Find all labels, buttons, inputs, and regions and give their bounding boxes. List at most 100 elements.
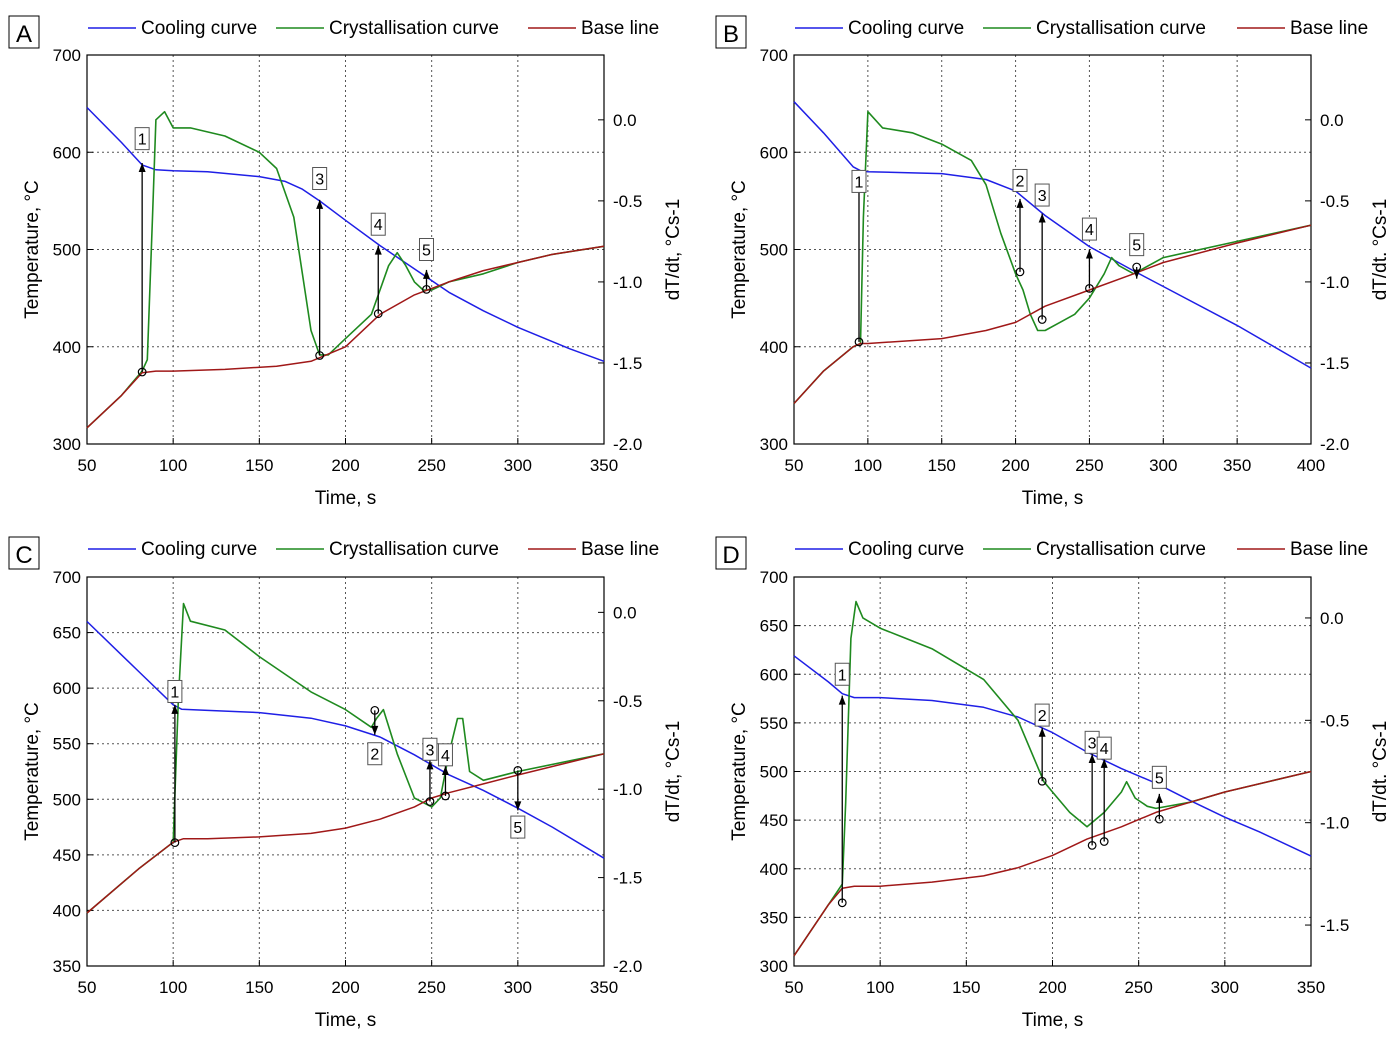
marker-label: 5: [1155, 770, 1164, 787]
marker-arrow-head: [441, 765, 449, 775]
grid: [87, 577, 604, 966]
legend-label-cryst: Crystallisation curve: [329, 539, 499, 560]
marker-point: [1099, 837, 1109, 846]
legend-label-cryst: Crystallisation curve: [1036, 18, 1206, 39]
y-tick-label: 300: [760, 957, 788, 976]
y2-axis-title: dT/dt, °Cs-1: [1370, 199, 1386, 301]
marker-label: 4: [1100, 741, 1109, 758]
y2-tick-label: -0.5: [1320, 711, 1349, 730]
marker-point: [1132, 262, 1142, 272]
marker-point: [1154, 814, 1164, 824]
marker-arrow-head: [1038, 727, 1046, 737]
x-tick-label: 100: [159, 456, 187, 475]
marker-label-box: [510, 815, 526, 839]
grid: [794, 55, 1311, 444]
panel-label: A: [16, 21, 32, 48]
chart-svg-d: 50 100 150 200 250 300 350 300 350 400 450 500 550 60…: [715, 536, 1386, 1031]
legend-label-base: Base line: [1290, 18, 1368, 39]
marker-label: 3: [425, 742, 434, 759]
y-tick-label: 350: [760, 908, 788, 927]
marker-label: 2: [1038, 708, 1047, 725]
y2-tick-label: -0.5: [613, 192, 642, 211]
y2-tick-label: -1.5: [1320, 354, 1349, 373]
y2-tick-label: -1.0: [1320, 273, 1349, 292]
axes: 50 100 150 200 250 300 350 300 350 400 450 500 550 60…: [760, 568, 1350, 997]
x-tick-label: 50: [785, 978, 804, 997]
y-tick-label: 600: [53, 679, 81, 698]
y-tick-label: 300: [53, 435, 81, 454]
y-tick-label: 400: [53, 901, 81, 920]
marker-point: [1015, 267, 1025, 277]
x-tick-label: 100: [866, 978, 894, 997]
marker-point: [422, 284, 431, 294]
marker-label: 3: [315, 172, 324, 189]
legend: Cooling curve Crystallisation curve Base l…: [88, 539, 659, 560]
y-tick-label: 500: [760, 241, 788, 260]
y2-tick-label: 0.0: [1320, 111, 1344, 130]
series-line-base: [86, 753, 605, 914]
marker-label-box: [1034, 183, 1050, 207]
marker-label-box: [370, 212, 386, 236]
marker-label: 5: [422, 243, 431, 260]
y-tick-label: 350: [53, 957, 81, 976]
marker-arrow-head: [1155, 793, 1163, 803]
marker-point: [1037, 776, 1047, 786]
series-line-cryst: [86, 602, 605, 914]
marker-arrow-head: [426, 760, 434, 770]
legend: Cooling curve Crystallisation curve Base l…: [88, 18, 659, 39]
y-axis-title: Temperature, °C: [22, 180, 43, 319]
marker-label-box: [422, 737, 438, 761]
marker-label-box: [312, 167, 328, 191]
x-tick-label: 150: [928, 456, 956, 475]
y-tick-label: 650: [53, 624, 81, 643]
series-line-base: [86, 245, 605, 429]
series-group: [86, 602, 605, 914]
x-tick-label: 350: [590, 978, 618, 997]
y-tick-label: 400: [53, 338, 81, 357]
marker-arrow-head: [374, 245, 382, 255]
marker-point: [441, 791, 450, 801]
legend: Cooling curve Crystallisation curve Base l…: [795, 539, 1368, 560]
marker-label-box: [167, 679, 183, 703]
legend-label-cooling: Cooling curve: [141, 539, 257, 560]
plot-frame: [793, 54, 1312, 445]
marker-arrow-head: [1085, 249, 1093, 259]
marker-label: 3: [1038, 188, 1047, 205]
legend-label-cooling: Cooling curve: [848, 18, 964, 39]
y-tick-label: 450: [53, 846, 81, 865]
y2-tick-label: -2.0: [1320, 435, 1349, 454]
x-tick-label: 200: [1001, 456, 1029, 475]
y-axis-title: Temperature, °C: [729, 180, 750, 319]
markers: 1 3 4 5: [134, 127, 434, 377]
x-tick-label: 50: [78, 456, 97, 475]
marker-label-box: [851, 169, 867, 193]
x-tick-label: 50: [78, 978, 97, 997]
marker-point: [854, 337, 864, 347]
y2-tick-label: 0.0: [613, 603, 637, 622]
marker-label-box: [1129, 233, 1145, 257]
y-tick-label: 550: [53, 735, 81, 754]
marker-label: 2: [1016, 173, 1025, 190]
x-tick-label: 100: [159, 978, 187, 997]
y2-tick-label: -0.5: [613, 692, 642, 711]
y-tick-label: 700: [53, 46, 81, 65]
marker-label-box: [437, 743, 453, 767]
panel-a: 50 100 150 200 250 300 350 300 400 500 600 700 -2.0 -…: [0, 0, 693, 516]
axes: 50 100 150 200 250 300 350 400 300 400 500 600 700 -2…: [760, 46, 1350, 475]
y2-tick-label: -2.0: [613, 435, 642, 454]
x-tick-label: 350: [1223, 456, 1251, 475]
legend-label-cooling: Cooling curve: [848, 539, 964, 560]
marker-arrow-head: [1088, 753, 1096, 763]
x-axis-title: Time, s: [1022, 488, 1084, 509]
x-tick-label: 150: [952, 978, 980, 997]
y-tick-label: 400: [760, 860, 788, 879]
marker-label: 4: [441, 748, 450, 765]
panel-label-box: [8, 15, 40, 49]
y2-axis-title: dT/dt, °Cs-1: [663, 199, 684, 301]
marker-label: 1: [138, 132, 147, 149]
y2-tick-label: 0.0: [613, 111, 637, 130]
series-line-cooling: [86, 620, 605, 859]
chart-svg-c: 50 100 150 200 250 300 350 350 400 450 500 550 600 65…: [8, 536, 684, 1031]
marker-label-box: [367, 742, 383, 766]
